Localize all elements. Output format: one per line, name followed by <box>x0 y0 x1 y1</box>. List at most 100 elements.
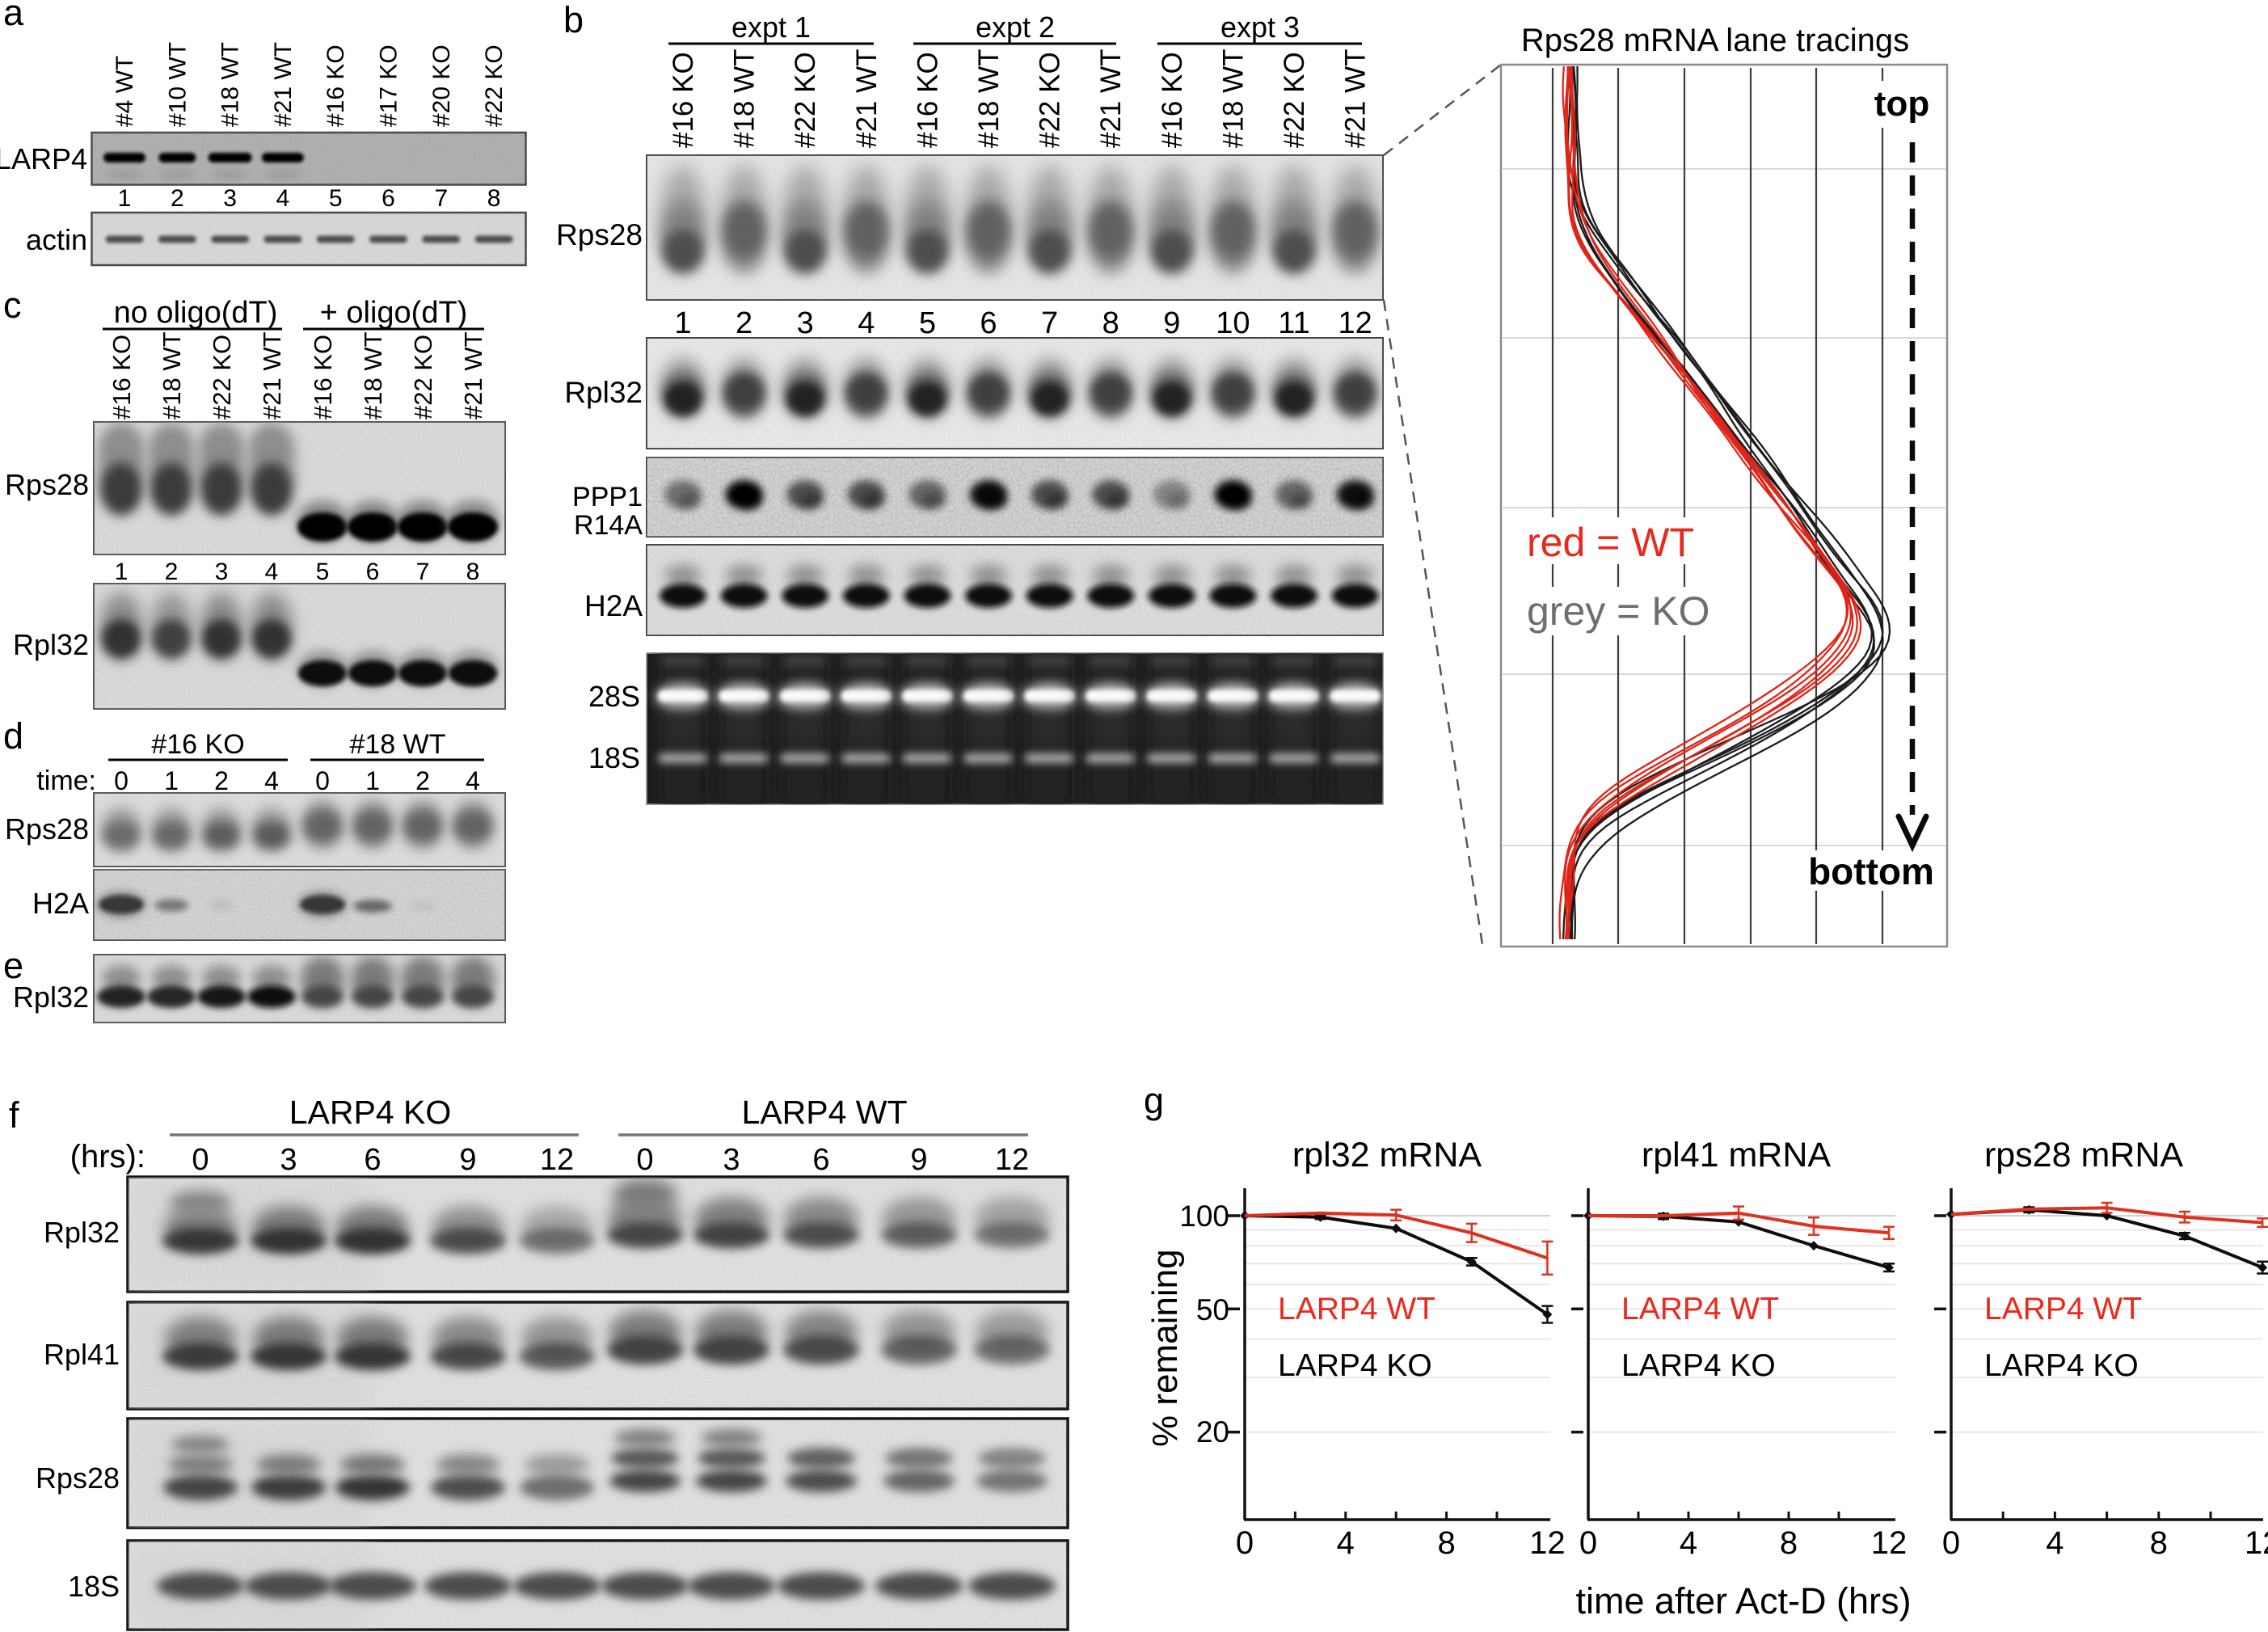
svg-text:5: 5 <box>919 306 936 340</box>
svg-text:4: 4 <box>2046 1525 2064 1561</box>
svg-text:3: 3 <box>280 1143 297 1177</box>
svg-text:2: 2 <box>736 306 752 340</box>
svg-text:#16 KO: #16 KO <box>1157 52 1188 148</box>
svg-text:#22 KO: #22 KO <box>481 44 508 127</box>
svg-text:6: 6 <box>366 559 380 585</box>
svg-text:18S: 18S <box>68 1570 120 1603</box>
svg-text:f: f <box>9 1094 19 1136</box>
svg-text:0: 0 <box>114 766 129 795</box>
svg-text:LARP4 WT: LARP4 WT <box>741 1094 907 1131</box>
svg-text:#22 KO: #22 KO <box>1035 52 1066 148</box>
svg-text:Rps28: Rps28 <box>5 468 89 501</box>
svg-text:time:: time: <box>36 765 96 796</box>
svg-text:12: 12 <box>1529 1525 1566 1561</box>
svg-text:8: 8 <box>1437 1525 1455 1561</box>
svg-text:expt 1: expt 1 <box>731 11 811 44</box>
svg-text:#21 WT: #21 WT <box>1095 48 1127 148</box>
svg-text:1: 1 <box>115 559 129 585</box>
svg-text:2: 2 <box>415 766 430 795</box>
svg-text:7: 7 <box>416 559 430 585</box>
svg-text:100: 100 <box>1179 1200 1229 1233</box>
svg-text:4: 4 <box>858 306 875 340</box>
svg-text:0: 0 <box>192 1143 209 1177</box>
svg-text:10: 10 <box>1216 306 1250 340</box>
svg-text:#10 WT: #10 WT <box>164 42 191 127</box>
svg-text:8: 8 <box>1780 1525 1798 1561</box>
svg-text:LARP4 KO: LARP4 KO <box>289 1094 452 1131</box>
svg-text:7: 7 <box>1041 306 1058 340</box>
svg-text:12: 12 <box>540 1143 574 1177</box>
svg-text:#22 KO: #22 KO <box>1279 52 1310 148</box>
svg-text:H2A: H2A <box>584 589 643 622</box>
svg-text:0: 0 <box>315 766 330 795</box>
svg-text:b: b <box>563 0 584 40</box>
svg-text:8: 8 <box>1102 306 1119 340</box>
svg-text:+ oligo(dT): + oligo(dT) <box>320 296 468 330</box>
svg-text:5: 5 <box>329 185 343 212</box>
svg-text:Rpl32: Rpl32 <box>44 1216 120 1249</box>
svg-text:LARP4 WT: LARP4 WT <box>1984 1292 2142 1326</box>
svg-text:#18 WT: #18 WT <box>973 48 1005 148</box>
svg-text:expt 3: expt 3 <box>1220 11 1300 44</box>
svg-text:c: c <box>3 285 22 326</box>
svg-text:3: 3 <box>797 306 814 340</box>
svg-text:3: 3 <box>215 559 229 585</box>
svg-text:g: g <box>1144 1080 1164 1121</box>
svg-text:9: 9 <box>910 1143 927 1177</box>
svg-text:#22 KO: #22 KO <box>208 335 236 420</box>
svg-text:18S: 18S <box>588 741 640 774</box>
svg-text:#21 WT: #21 WT <box>459 331 487 420</box>
svg-text:0: 0 <box>636 1143 653 1177</box>
svg-text:LARP4 WT: LARP4 WT <box>1278 1292 1435 1326</box>
svg-text:6: 6 <box>364 1143 381 1177</box>
svg-text:#16 KO: #16 KO <box>309 335 337 420</box>
svg-text:6: 6 <box>980 306 997 340</box>
svg-text:8: 8 <box>487 185 501 212</box>
svg-text:time after Act-D (hrs): time after Act-D (hrs) <box>1575 1580 1911 1621</box>
svg-text:#18 WT: #18 WT <box>1217 48 1249 148</box>
svg-text:0: 0 <box>1579 1525 1597 1561</box>
svg-text:#22 KO: #22 KO <box>790 52 821 148</box>
svg-text:#17 KO: #17 KO <box>376 44 403 127</box>
svg-text:% remaining: % remaining <box>1145 1249 1185 1447</box>
svg-text:4: 4 <box>276 185 290 212</box>
svg-text:8: 8 <box>2150 1525 2168 1561</box>
svg-text:#21 WT: #21 WT <box>851 48 883 148</box>
svg-text:4: 4 <box>1680 1525 1697 1561</box>
svg-text:2: 2 <box>165 559 179 585</box>
svg-text:d: d <box>3 715 23 757</box>
svg-text:top: top <box>1874 84 1929 124</box>
svg-text:#20 KO: #20 KO <box>428 44 455 127</box>
svg-text:11: 11 <box>1278 306 1309 340</box>
svg-text:5: 5 <box>316 559 330 585</box>
svg-text:rpl32 mRNA: rpl32 mRNA <box>1292 1136 1482 1174</box>
svg-text:LARP4 KO: LARP4 KO <box>1621 1348 1776 1383</box>
svg-text:#4 WT: #4 WT <box>112 56 138 127</box>
svg-text:#18 WT: #18 WT <box>359 331 387 420</box>
svg-text:LARP4 KO: LARP4 KO <box>1278 1348 1432 1383</box>
svg-text:Rps28 mRNA lane tracings: Rps28 mRNA lane tracings <box>1521 23 1909 58</box>
svg-text:Rpl32: Rpl32 <box>564 376 643 409</box>
svg-text:4: 4 <box>265 559 279 585</box>
svg-text:LARP4: LARP4 <box>0 142 87 175</box>
svg-text:#18 WT: #18 WT <box>729 48 761 148</box>
svg-text:LARP4 WT: LARP4 WT <box>1621 1292 1779 1326</box>
svg-text:20: 20 <box>1196 1415 1229 1449</box>
svg-text:#16 KO: #16 KO <box>107 335 136 420</box>
svg-text:1: 1 <box>365 766 380 795</box>
svg-text:1: 1 <box>674 306 691 340</box>
svg-text:no oligo(dT): no oligo(dT) <box>114 296 278 330</box>
svg-text:0: 0 <box>1236 1525 1254 1561</box>
svg-text:PPP1: PPP1 <box>572 482 643 512</box>
svg-text:actin: actin <box>26 223 87 256</box>
svg-text:#16 KO: #16 KO <box>151 729 244 760</box>
svg-text:#16 KO: #16 KO <box>668 52 699 148</box>
svg-text:50: 50 <box>1196 1293 1229 1326</box>
svg-text:6: 6 <box>382 185 395 212</box>
svg-text:9: 9 <box>459 1143 476 1177</box>
svg-text:9: 9 <box>1163 306 1180 340</box>
svg-text:3: 3 <box>723 1143 740 1177</box>
svg-text:rpl41 mRNA: rpl41 mRNA <box>1642 1136 1831 1174</box>
svg-text:Rps28: Rps28 <box>36 1461 120 1495</box>
svg-text:#16 KO: #16 KO <box>322 44 349 127</box>
